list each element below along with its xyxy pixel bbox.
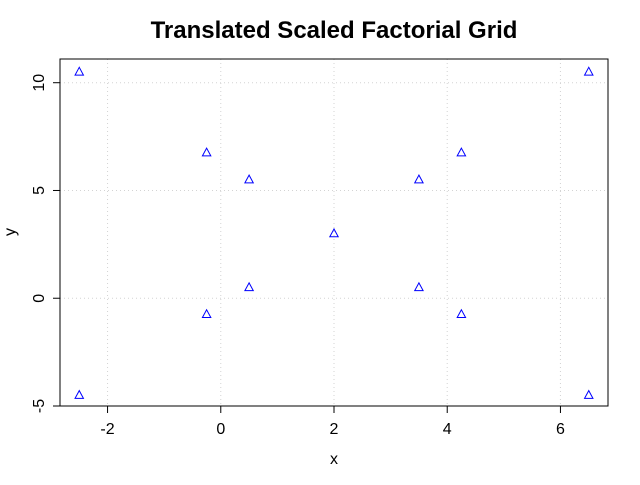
x-tick-label: 4 (443, 421, 452, 438)
data-point (244, 281, 255, 292)
y-tick-label: 10 (31, 74, 48, 92)
y-tick-label: -5 (31, 399, 48, 413)
data-point (244, 174, 255, 184)
data-point (74, 66, 85, 76)
y-axis-label: y (2, 228, 19, 236)
x-tick-label: -2 (100, 421, 114, 438)
x-tick-label: 2 (330, 421, 339, 438)
data-point (583, 389, 594, 399)
data-point (201, 308, 212, 319)
data-point (201, 147, 212, 157)
x-tick-label: 0 (216, 421, 225, 438)
x-axis-label: x (330, 451, 338, 468)
axes: -2 0 2 4 6 -5 0 5 10 (31, 74, 565, 438)
data-point (456, 308, 467, 319)
data-point (456, 147, 467, 157)
data-point (74, 389, 85, 399)
y-tick-label: 0 (31, 294, 48, 303)
data-point (413, 174, 424, 184)
chart-title: Translated Scaled Factorial Grid (151, 17, 518, 44)
y-tick-label: 5 (31, 186, 48, 195)
data-point (328, 227, 340, 238)
data-point (583, 66, 594, 76)
data-points (74, 66, 594, 399)
grid-lines (60, 59, 608, 407)
x-tick-label: 6 (556, 421, 565, 438)
data-point (413, 281, 424, 292)
